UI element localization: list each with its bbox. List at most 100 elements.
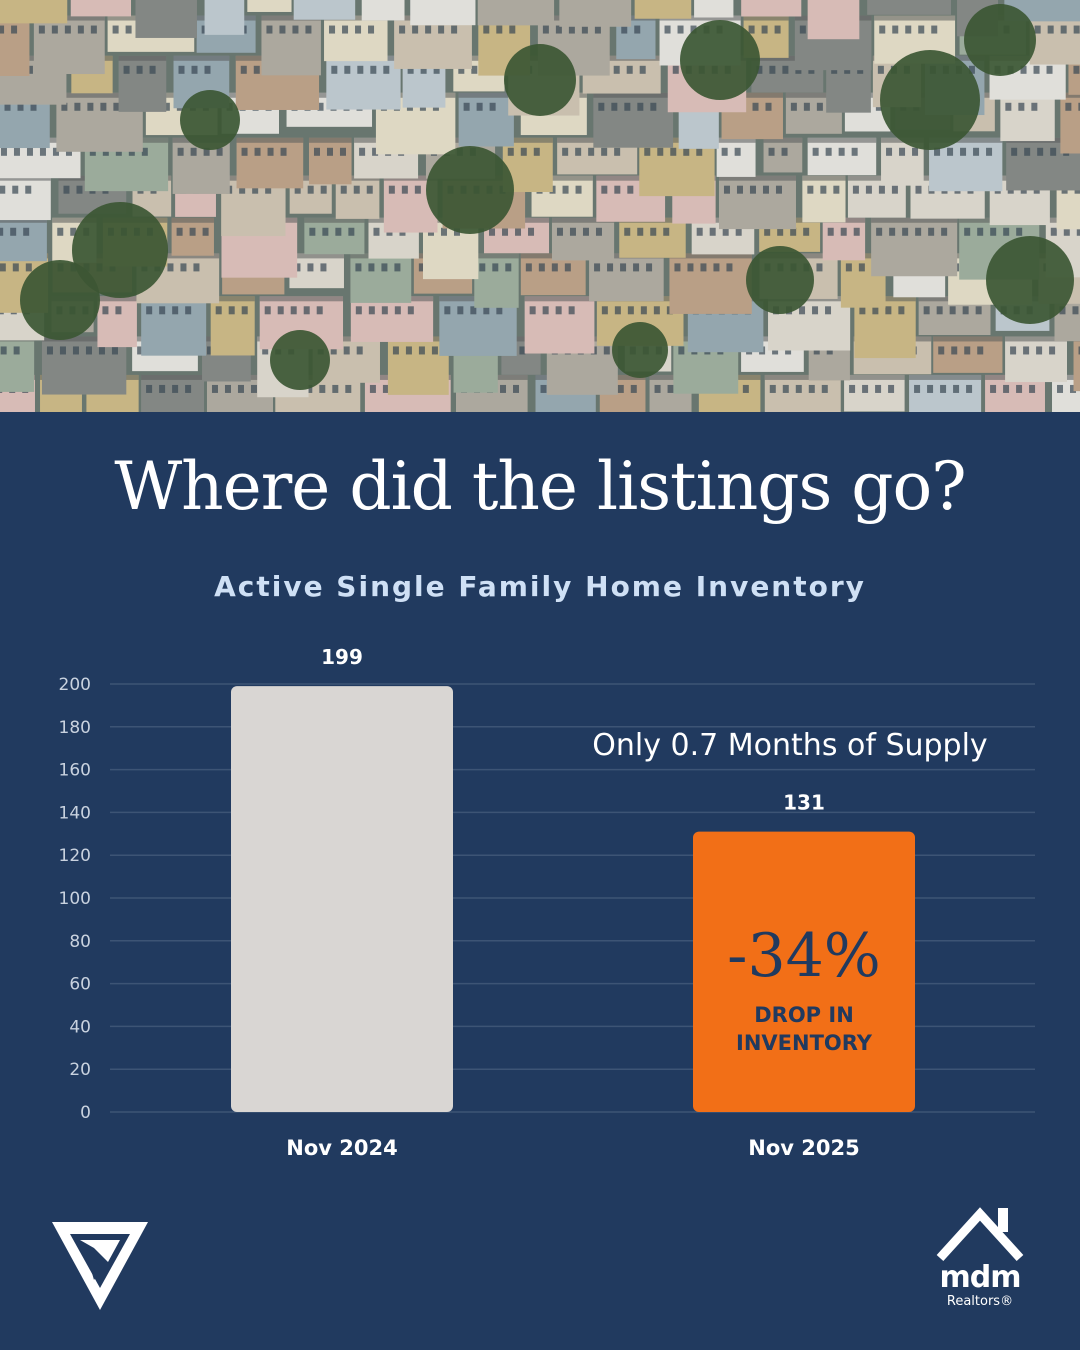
house-window <box>290 306 297 315</box>
house-window <box>431 346 438 355</box>
house-window <box>975 306 982 315</box>
house-window <box>734 147 741 156</box>
house-window <box>0 227 4 236</box>
house-window <box>928 227 935 236</box>
house-window <box>1078 102 1080 111</box>
house-window <box>598 102 605 111</box>
house <box>474 253 519 308</box>
house-window <box>966 384 973 393</box>
house <box>141 374 205 412</box>
house-window <box>1049 346 1056 355</box>
house <box>559 0 632 27</box>
house-window <box>690 25 697 34</box>
house-window <box>637 102 644 111</box>
house-window <box>113 102 120 111</box>
house-window <box>57 227 64 236</box>
house-window <box>25 185 32 194</box>
house-roof <box>1060 92 1080 98</box>
house-window <box>507 147 514 156</box>
house-roof <box>33 15 105 21</box>
house-window <box>306 384 313 393</box>
house-window <box>111 346 118 355</box>
house-window <box>483 306 490 315</box>
house-window <box>968 65 975 74</box>
house-window <box>146 306 153 315</box>
house-window <box>1050 147 1057 156</box>
house-window <box>399 25 406 34</box>
house <box>324 15 388 62</box>
house-window <box>1016 384 1023 393</box>
house-roof <box>743 15 789 21</box>
house-window <box>463 102 470 111</box>
tree <box>746 246 814 314</box>
house-window <box>451 25 458 34</box>
house-window <box>39 147 46 156</box>
house-window <box>492 263 499 272</box>
tree <box>964 4 1036 76</box>
x-category-label: Nov 2024 <box>286 1136 397 1160</box>
house-window <box>588 147 595 156</box>
house-window <box>575 147 582 156</box>
house <box>593 92 674 148</box>
house-roof <box>669 253 752 259</box>
house-window <box>30 102 37 111</box>
house-window <box>639 65 646 74</box>
house <box>141 296 207 356</box>
house-window <box>10 227 17 236</box>
house-window <box>953 384 960 393</box>
tree <box>72 202 168 298</box>
house-window <box>674 263 681 272</box>
tree <box>880 50 980 150</box>
house-window <box>1063 227 1070 236</box>
house-window <box>343 346 350 355</box>
house-window <box>513 384 520 393</box>
house-window <box>611 102 618 111</box>
house-window <box>382 384 389 393</box>
house-window <box>202 227 209 236</box>
house <box>589 253 664 302</box>
house-window <box>923 306 930 315</box>
house-window <box>538 263 545 272</box>
house-window <box>23 227 30 236</box>
house-window <box>483 25 490 34</box>
house-window <box>905 25 912 34</box>
house-window <box>444 306 451 315</box>
house-window <box>709 227 716 236</box>
house-window <box>277 306 284 315</box>
house-roof <box>52 217 97 223</box>
house <box>694 0 734 18</box>
house-window <box>613 65 620 74</box>
house-window <box>821 384 828 393</box>
x-category-label: Nov 2025 <box>748 1136 859 1160</box>
bar-1 <box>231 686 453 1112</box>
house-window <box>1029 384 1036 393</box>
house-window <box>172 384 179 393</box>
house-window <box>683 147 690 156</box>
house-window <box>348 227 355 236</box>
house-roof <box>97 296 137 302</box>
house <box>0 175 51 221</box>
house-window <box>650 227 657 236</box>
house-roof <box>324 15 388 21</box>
house <box>477 0 555 26</box>
house-window <box>551 263 558 272</box>
house-window <box>191 65 198 74</box>
house-window <box>748 25 755 34</box>
house-window <box>781 147 788 156</box>
house-window <box>1073 65 1080 74</box>
house-window <box>90 25 97 34</box>
house-window <box>505 263 512 272</box>
house-window <box>61 102 68 111</box>
page-title: Where did the listings go? <box>114 448 966 525</box>
house-roof <box>593 92 674 98</box>
house <box>822 217 866 261</box>
house-window <box>470 306 477 315</box>
house-window <box>51 25 58 34</box>
house-window <box>264 306 271 315</box>
house-window <box>765 102 772 111</box>
houses-illustration <box>0 0 1080 412</box>
bar-value-label: 199 <box>321 645 363 669</box>
house-window <box>1011 147 1018 156</box>
house-window <box>52 147 59 156</box>
house-window <box>808 384 815 393</box>
